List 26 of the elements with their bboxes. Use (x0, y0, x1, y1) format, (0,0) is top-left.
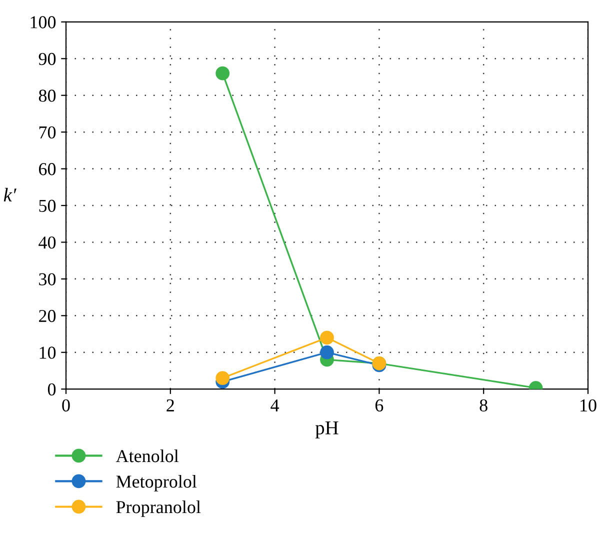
legend-label: Metoprolol (116, 475, 197, 492)
x-tick-label: 4 (270, 399, 280, 412)
y-tick-label: 0 (48, 383, 56, 396)
point (216, 371, 230, 386)
x-tick-label: 6 (375, 399, 384, 412)
y-tick-label: 60 (39, 163, 56, 176)
point (216, 66, 230, 80)
point (320, 330, 334, 345)
x-axis-title: pH (315, 421, 338, 438)
point (320, 345, 334, 360)
legend-label: Atenolol (116, 450, 179, 462)
y-tick-label: 90 (38, 52, 56, 66)
y-tick-label: 50 (39, 200, 56, 212)
legend-label: Propranolol (116, 500, 201, 517)
x-tick-label: 2 (166, 399, 174, 412)
x-tick-label: 0 (62, 399, 70, 412)
y-axis-title: k′ (4, 188, 16, 202)
y-tick-label: 100 (30, 16, 56, 28)
y-tick-label: 40 (38, 236, 56, 249)
y-tick-label: 10 (40, 346, 56, 359)
y-tick-label: 30 (39, 273, 56, 286)
y-tick-label: 70 (39, 126, 56, 139)
y-tick-label: 20 (39, 310, 56, 322)
x-tick-label: 10 (580, 399, 596, 412)
y-tick-label: 80 (38, 90, 56, 102)
x-tick-label: 8 (480, 399, 488, 412)
